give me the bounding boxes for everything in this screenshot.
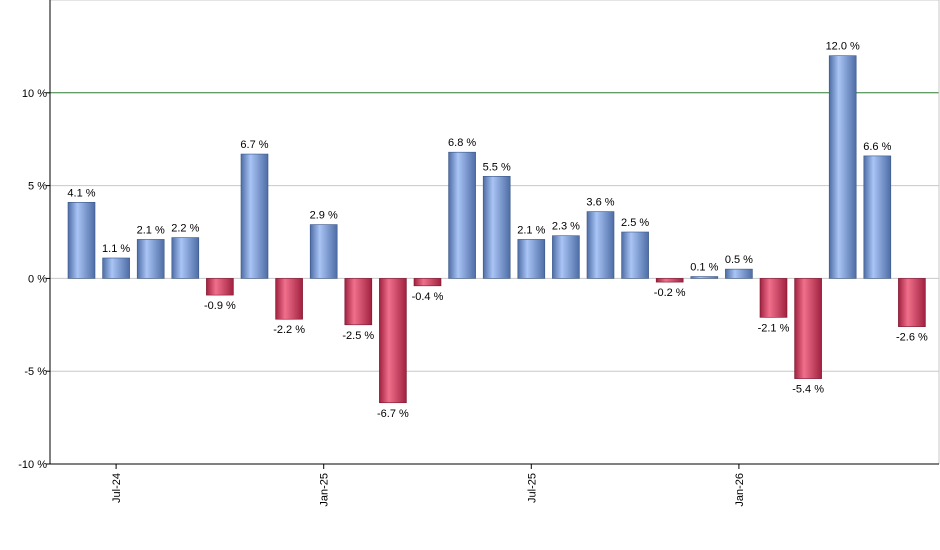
bar (275, 278, 303, 320)
x-tick-label: Jul-24 (111, 473, 123, 503)
bar (725, 268, 753, 279)
bar (794, 278, 822, 379)
bar (655, 278, 684, 283)
data-label: 3.6 % (586, 197, 614, 209)
bar (448, 151, 476, 279)
data-label: -6.7 % (377, 408, 409, 420)
x-tick-label: Jan-26 (734, 473, 746, 507)
bar (379, 278, 407, 404)
data-label: 6.7 % (240, 139, 268, 151)
data-label: 6.6 % (863, 141, 891, 153)
x-tick-label: Jan-25 (319, 473, 331, 507)
bar (690, 276, 719, 279)
bar (621, 231, 649, 279)
labels: 4.1 % 1.1 % 2.1 % 2.2 % -0.9 % 6.7 % -2.2 % 2.9… (18, 41, 928, 507)
data-label: -0.2 % (654, 287, 686, 299)
data-label: 1.1 % (102, 243, 130, 255)
bar (482, 176, 511, 279)
data-label: -0.4 % (412, 291, 444, 303)
bar (171, 237, 200, 279)
bar (413, 278, 442, 287)
axes (46, 0, 939, 469)
bar (344, 278, 373, 326)
bar (240, 153, 269, 279)
y-tick-label: -10 % (18, 459, 47, 471)
data-label: 2.1 % (137, 224, 165, 236)
bar (67, 202, 96, 279)
bar (863, 155, 892, 279)
bar (898, 278, 926, 327)
data-label: -2.1 % (758, 322, 790, 334)
y-tick-label: 10 % (22, 88, 47, 100)
bar (586, 211, 615, 279)
x-tick-label: Jul-25 (526, 473, 538, 503)
bar (828, 55, 857, 279)
bar (517, 239, 546, 279)
data-label: 2.5 % (621, 217, 649, 229)
data-label: 4.1 % (67, 187, 95, 199)
bar (136, 239, 165, 279)
data-label: 2.1 % (517, 224, 545, 236)
data-label: 2.3 % (552, 221, 580, 233)
y-tick-label: -5 % (24, 366, 47, 378)
bars (67, 55, 926, 404)
bar (309, 224, 338, 279)
data-label: -2.6 % (896, 332, 928, 344)
data-label: 2.2 % (171, 223, 199, 235)
data-label: 0.1 % (690, 262, 718, 274)
y-tick-label: 0 % (28, 273, 47, 285)
data-label: 2.9 % (310, 210, 338, 222)
bar (552, 235, 580, 279)
bar (206, 278, 234, 296)
y-tick-label: 5 % (28, 181, 47, 193)
data-label: -0.9 % (204, 300, 236, 312)
data-label: 5.5 % (483, 161, 511, 173)
bar (759, 278, 788, 318)
data-label: -2.5 % (342, 330, 374, 342)
data-label: 0.5 % (725, 254, 753, 266)
bar (102, 257, 130, 279)
data-label: -2.2 % (273, 324, 305, 336)
data-label: 12.0 % (826, 41, 860, 53)
data-label: 6.8 % (448, 137, 476, 149)
data-label: -5.4 % (792, 384, 824, 396)
